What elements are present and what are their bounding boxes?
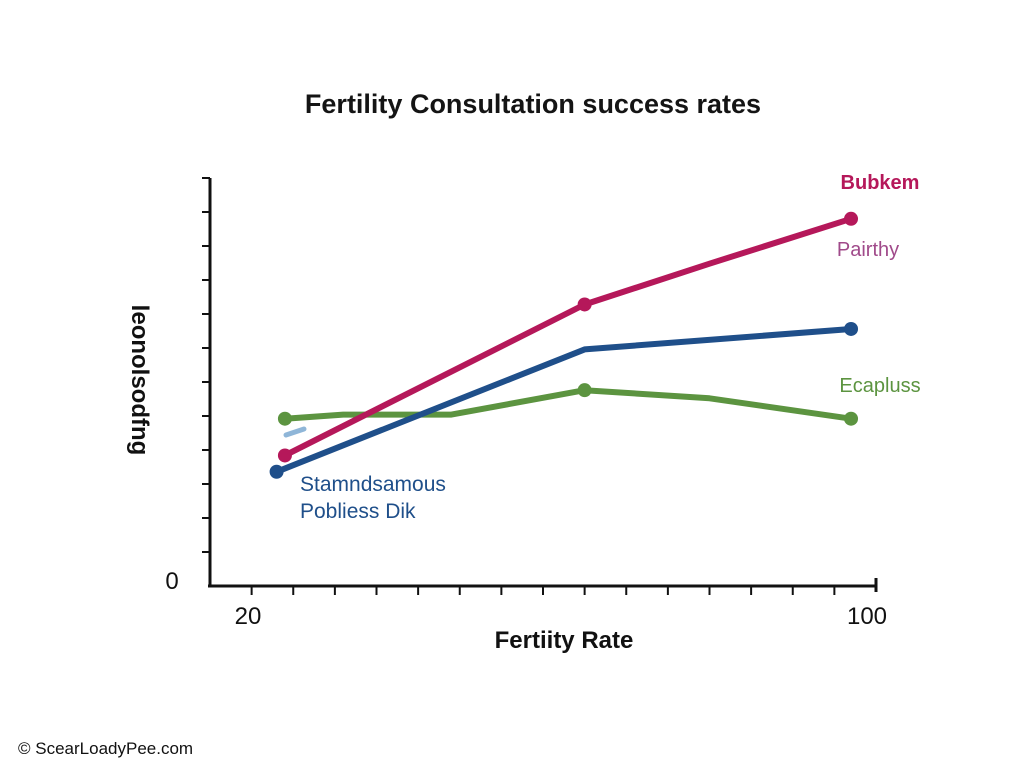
legend-label-ecapluss: Ecapluss xyxy=(839,375,920,397)
series-line-ecapluss xyxy=(281,387,854,422)
y-axis-title: leonolsodfng xyxy=(126,305,153,456)
data-point-ecapluss xyxy=(844,411,859,426)
legend-label-pairthy: Pairthy xyxy=(837,239,899,261)
data-point-bubkem xyxy=(577,297,592,312)
data-point-bubkem xyxy=(844,211,859,226)
copyright-text: © ScearLoadyPee.com xyxy=(18,739,193,758)
x-tick-label-20: 20 xyxy=(235,603,262,630)
series-layer xyxy=(269,211,859,479)
series-line-pairthy xyxy=(273,326,854,475)
data-point-ecapluss xyxy=(277,411,292,426)
x-tick-label-100: 100 xyxy=(847,603,887,630)
series-line-bubkem xyxy=(281,215,854,459)
x-axis-title: Fertiity Rate xyxy=(495,627,634,654)
y-tick-label-0: 0 xyxy=(165,568,178,595)
data-point-ecapluss xyxy=(577,383,592,398)
legend-label-bubkem: Bubkem xyxy=(841,172,920,194)
annotation-line-2: Pobliess Dik xyxy=(300,500,416,523)
chart-title: Fertility Consultation success rates xyxy=(305,89,761,119)
data-point-pairthy xyxy=(844,321,859,336)
annotation-line-1: Stamndsamous xyxy=(300,473,446,496)
faded-start-marker xyxy=(283,426,307,438)
data-point-bubkem xyxy=(277,448,292,463)
data-point-pairthy xyxy=(269,464,284,479)
